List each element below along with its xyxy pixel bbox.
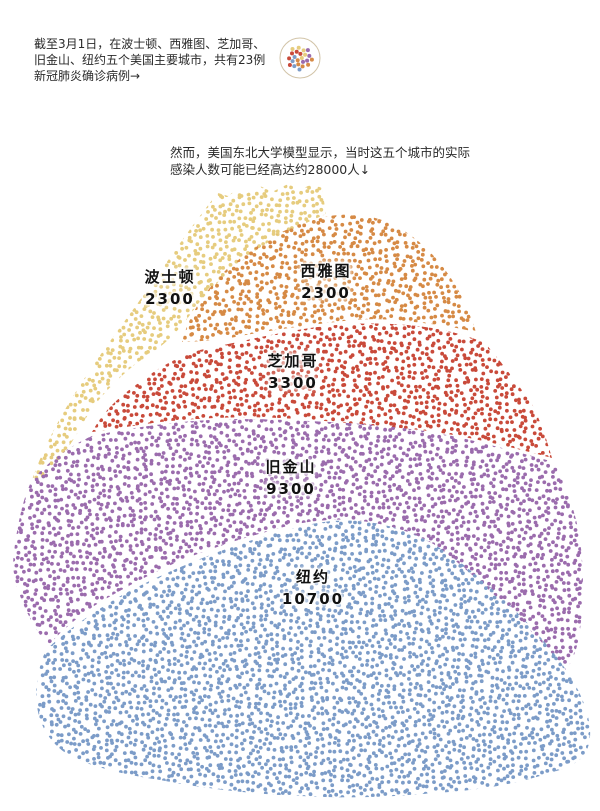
new-york-label: 纽约 10700 — [263, 566, 363, 610]
boston-label: 波士顿 2300 — [120, 266, 220, 310]
chicago-name: 芝加哥 — [267, 352, 319, 370]
new-york-dot-region — [36, 520, 591, 798]
boston-name: 波士顿 — [144, 268, 196, 286]
san-francisco-name: 旧金山 — [265, 458, 317, 476]
san-francisco-label: 旧金山 9300 — [241, 456, 341, 500]
chicago-label: 芝加哥 3300 — [243, 350, 343, 394]
model-estimate-note: 然而，美国东北大学模型显示，当时这五个城市的实际感染人数可能已经高达约28000… — [170, 145, 471, 177]
confirmed-cases-dot-cluster — [279, 37, 321, 79]
san-francisco-value: 9300 — [266, 480, 316, 498]
chicago-value: 3300 — [268, 374, 318, 392]
seattle-name: 西雅图 — [300, 262, 352, 280]
seattle-value: 2300 — [301, 284, 351, 302]
san-francisco-dot-region — [13, 419, 583, 670]
seattle-label: 西雅图 2300 — [276, 260, 376, 304]
new-york-name: 纽约 — [295, 568, 330, 586]
new-york-value: 10700 — [281, 590, 345, 608]
boston-value: 2300 — [145, 290, 195, 308]
intro-text: 截至3月1日，在波士顿、西雅图、芝加哥、旧金山、纽约五个美国主要城市，共有23例… — [34, 37, 266, 83]
